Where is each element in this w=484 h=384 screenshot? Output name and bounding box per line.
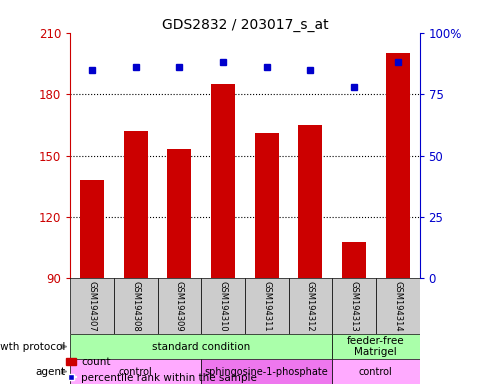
Bar — [201, 278, 244, 334]
Text: GSM194308: GSM194308 — [131, 281, 140, 332]
Bar — [114, 278, 157, 334]
Text: GSM194313: GSM194313 — [349, 281, 358, 332]
Bar — [123, 131, 148, 278]
Legend: count, percentile rank within the sample: count, percentile rank within the sample — [66, 358, 257, 382]
Bar — [385, 53, 409, 278]
Bar — [332, 359, 419, 384]
Text: GSM194310: GSM194310 — [218, 281, 227, 332]
Text: control: control — [119, 366, 152, 377]
Bar — [288, 278, 332, 334]
Text: GSM194309: GSM194309 — [175, 281, 183, 332]
Bar — [244, 278, 288, 334]
Text: feeder-free
Matrigel: feeder-free Matrigel — [347, 336, 404, 358]
Bar — [167, 149, 191, 278]
Text: GSM194312: GSM194312 — [305, 281, 314, 332]
Bar — [70, 359, 201, 384]
Bar — [341, 242, 365, 278]
Bar — [332, 278, 375, 334]
Text: GSM194307: GSM194307 — [88, 281, 96, 332]
Title: GDS2832 / 203017_s_at: GDS2832 / 203017_s_at — [161, 18, 328, 31]
Bar — [298, 125, 322, 278]
Text: GSM194314: GSM194314 — [393, 281, 401, 332]
Bar — [157, 278, 201, 334]
Bar — [201, 359, 332, 384]
Bar — [332, 334, 419, 359]
Text: growth protocol: growth protocol — [0, 341, 65, 352]
Bar — [211, 84, 235, 278]
Text: GSM194311: GSM194311 — [262, 281, 271, 332]
Bar — [375, 278, 419, 334]
Bar — [254, 133, 278, 278]
Bar — [70, 334, 332, 359]
Text: control: control — [358, 366, 392, 377]
Text: agent: agent — [35, 366, 65, 377]
Bar — [70, 278, 114, 334]
Text: standard condition: standard condition — [152, 341, 250, 352]
Bar — [80, 180, 104, 278]
Text: sphingosine-1-phosphate: sphingosine-1-phosphate — [204, 366, 328, 377]
